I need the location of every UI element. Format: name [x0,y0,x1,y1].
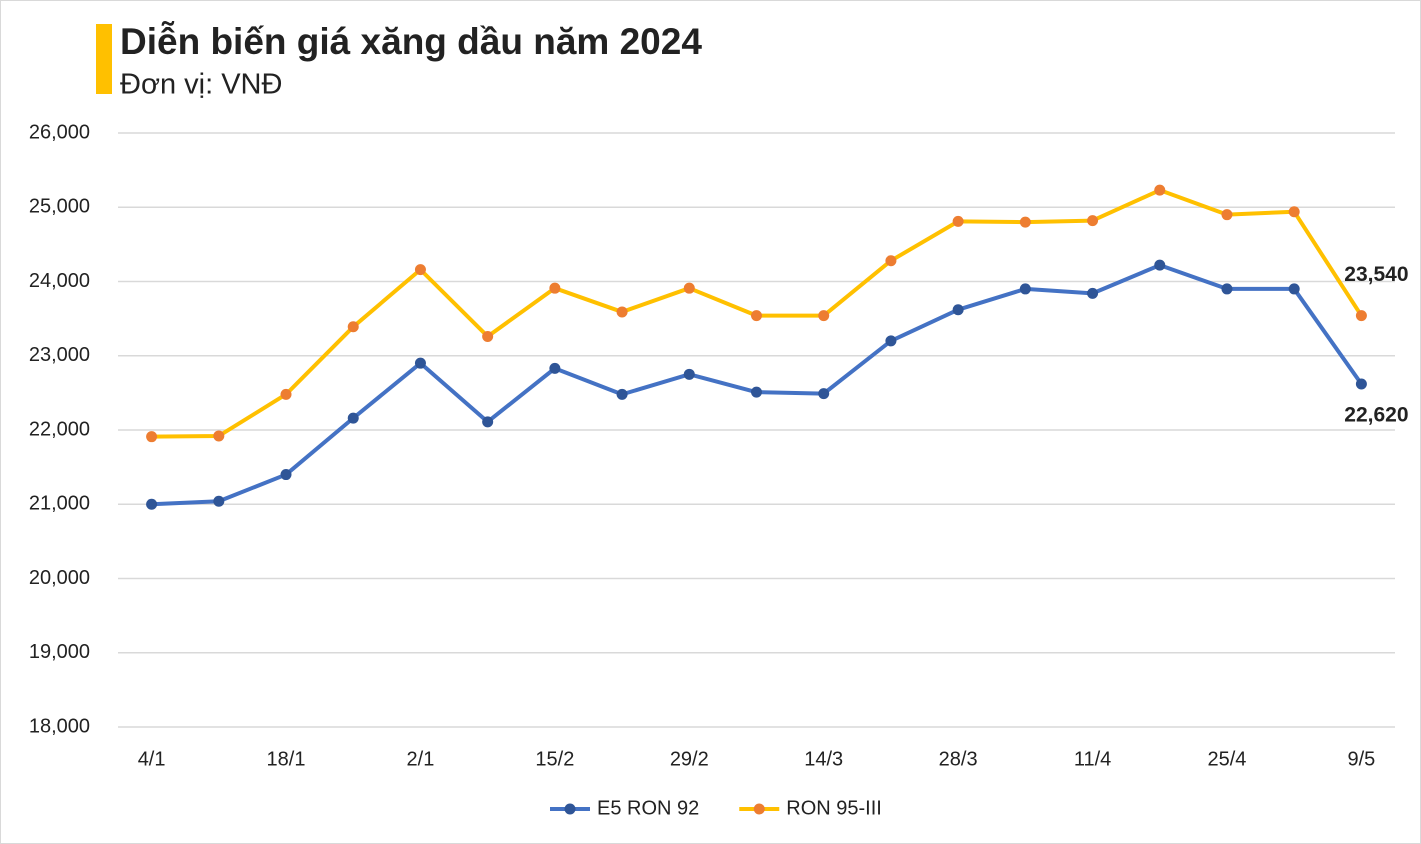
y-tick-label: 24,000 [29,270,90,292]
point [683,368,695,380]
point [482,416,494,428]
legend-label: E5 RON 92 [597,797,699,819]
y-tick-label: 21,000 [29,493,90,515]
point [280,388,292,400]
point [1355,378,1367,390]
point [549,362,561,374]
point [414,357,426,369]
point [818,388,830,400]
point [616,388,628,400]
point [549,282,561,294]
point [1288,206,1300,218]
point [818,310,830,322]
point [146,498,158,510]
x-tick-label: 18/1 [267,748,306,770]
point [1288,283,1300,295]
chart-subtitle: Đơn vị: VNĐ [120,69,282,101]
point [751,310,762,322]
point [952,215,964,227]
point [1087,287,1099,299]
y-tick-label: 26,000 [29,121,90,143]
point [1221,283,1233,295]
point [1019,216,1031,228]
x-tick-label: 14/3 [804,748,843,770]
title-accent [96,24,112,94]
x-tick-label: 15/2 [535,748,574,770]
point [146,431,158,443]
point [347,321,359,333]
point [1154,184,1166,196]
x-tick-label: 9/5 [1347,748,1375,770]
x-tick-label: 25/4 [1208,748,1247,770]
legend-marker [564,803,576,815]
y-tick-label: 20,000 [29,567,90,589]
y-tick-label: 25,000 [29,196,90,218]
point [751,386,762,398]
point [280,469,292,481]
x-tick-label: 29/2 [670,748,709,770]
point [683,282,695,294]
point [952,304,964,316]
point [616,306,628,318]
point [1087,215,1099,227]
x-tick-label: 2/1 [407,748,435,770]
point [482,330,494,342]
y-tick-label: 23,000 [29,344,90,366]
point [347,412,359,424]
x-tick-label: 4/1 [138,748,166,770]
x-tick-label: 11/4 [1074,748,1111,770]
point [885,335,897,347]
data-label: 22,620 [1344,404,1408,427]
legend-label: RON 95-III [786,797,882,819]
point [885,255,897,267]
point [213,495,225,507]
data-label: 23,540 [1344,263,1408,286]
chart-title: Diễn biến giá xăng dầu năm 2024 [120,21,702,62]
point [414,264,426,276]
point [1355,310,1367,322]
y-tick-label: 18,000 [29,715,90,737]
point [1019,283,1031,295]
point [213,430,225,442]
y-tick-label: 22,000 [29,418,90,440]
y-tick-label: 19,000 [29,641,90,663]
x-tick-label: 28/3 [939,748,978,770]
point [1154,259,1166,271]
point [1221,209,1233,221]
legend-marker [753,803,765,815]
